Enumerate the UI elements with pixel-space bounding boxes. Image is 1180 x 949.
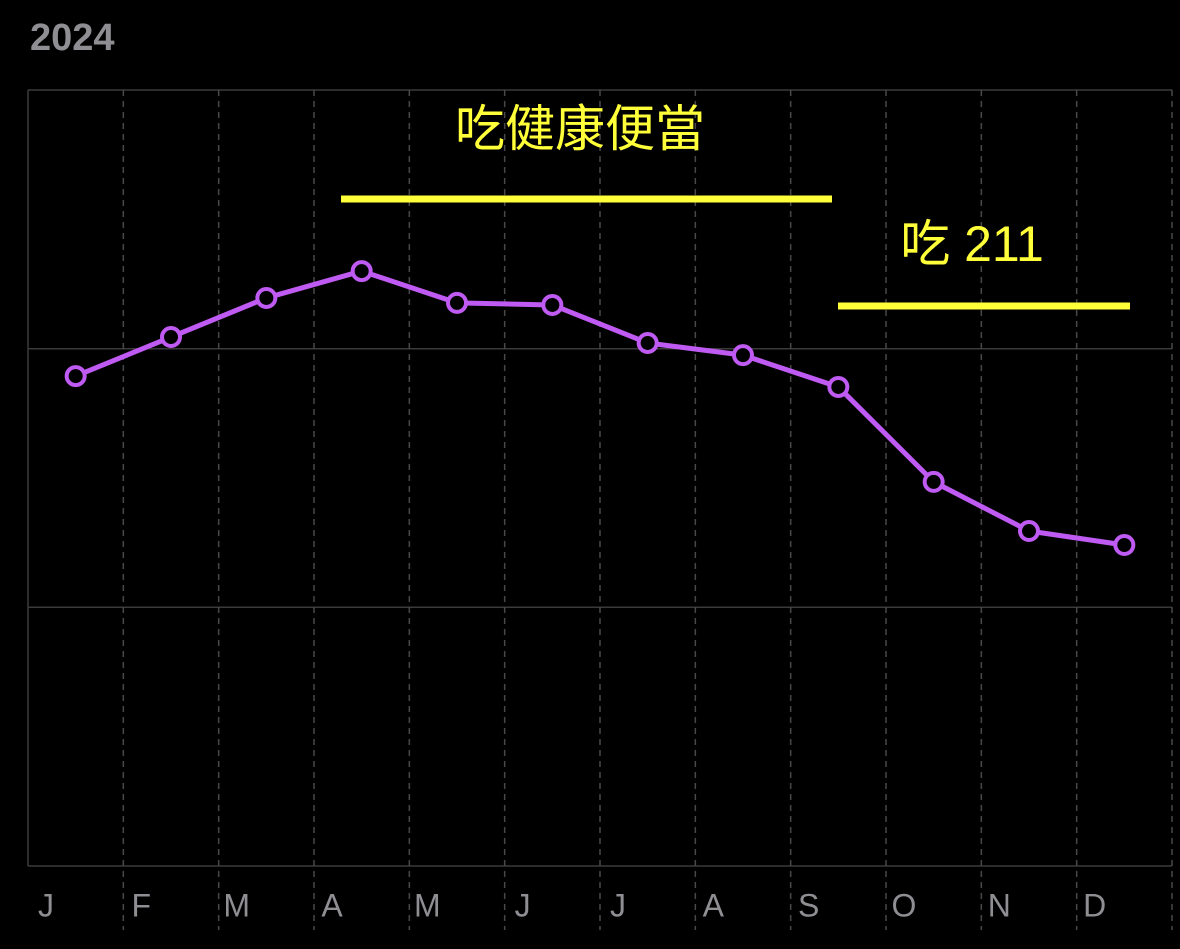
- annotation-text: 吃健康便當: [455, 101, 705, 157]
- data-point: [350, 260, 373, 283]
- x-tick-label: S: [798, 887, 819, 923]
- x-tick-label: A: [321, 887, 343, 923]
- data-point: [636, 331, 659, 354]
- annotation-text: 吃 211: [900, 216, 1044, 272]
- data-point: [922, 470, 945, 493]
- data-point: [541, 293, 564, 316]
- x-tick-label: M: [223, 887, 250, 923]
- x-tick-label: A: [703, 887, 725, 923]
- series-line: [74, 268, 1125, 548]
- data-point: [1113, 533, 1136, 556]
- x-tick-label: D: [1083, 887, 1106, 923]
- x-tick-label: J: [515, 887, 531, 923]
- data-point: [64, 365, 87, 388]
- x-tick-label: J: [38, 887, 54, 923]
- data-point: [732, 344, 754, 367]
- x-tick-label: O: [892, 887, 917, 923]
- data-point: [255, 286, 278, 309]
- data-point: [827, 375, 850, 398]
- data-point: [1018, 520, 1040, 543]
- data-point: [160, 326, 182, 349]
- chart-title: 2024: [30, 17, 115, 59]
- data-point: [446, 291, 468, 314]
- x-tick-label: F: [132, 887, 152, 923]
- x-tick-label: M: [414, 887, 441, 923]
- x-tick-label: N: [988, 887, 1011, 923]
- x-tick-label: J: [610, 887, 626, 923]
